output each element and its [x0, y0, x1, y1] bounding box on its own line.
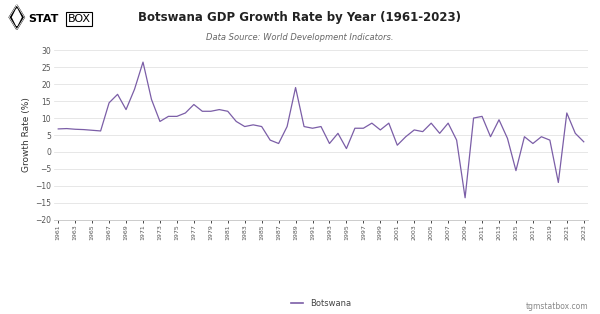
Polygon shape — [13, 9, 21, 26]
Legend: Botswana: Botswana — [287, 295, 355, 311]
Polygon shape — [9, 5, 25, 30]
Text: Botswana GDP Growth Rate by Year (1961-2023): Botswana GDP Growth Rate by Year (1961-2… — [139, 11, 461, 24]
Text: tgmstatbox.com: tgmstatbox.com — [526, 302, 588, 311]
Text: BOX: BOX — [68, 14, 91, 24]
Text: STAT: STAT — [29, 14, 59, 24]
Text: Data Source: World Development Indicators.: Data Source: World Development Indicator… — [206, 33, 394, 42]
Y-axis label: Growth Rate (%): Growth Rate (%) — [22, 98, 31, 172]
